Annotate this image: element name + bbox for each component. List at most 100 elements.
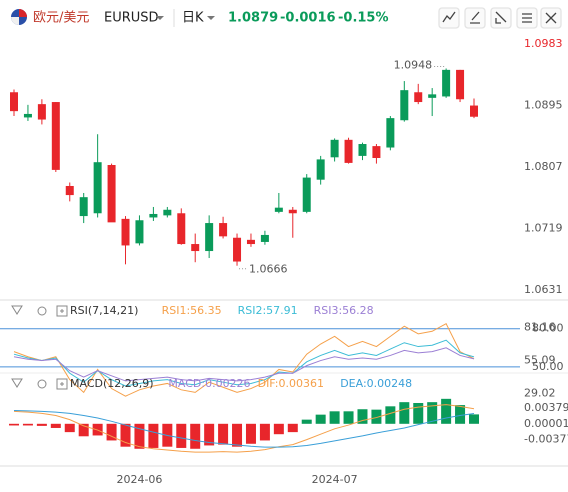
indicator-title: RSI(7,14,21) <box>70 304 138 317</box>
macd-bar <box>22 423 33 426</box>
candle-body <box>233 237 242 262</box>
candle-body <box>121 218 130 246</box>
tool-button[interactable] <box>438 7 460 29</box>
period[interactable]: 日K <box>182 11 204 26</box>
panel-icons[interactable] <box>11 305 68 390</box>
legend-entry: RSI3:56.28 <box>314 304 374 317</box>
y-tick-label: 0.00001 <box>524 417 568 430</box>
y-tick-label: 1.0631 <box>524 283 563 296</box>
candle-body <box>428 94 437 98</box>
macd-bar <box>441 398 452 424</box>
candle-body <box>372 146 381 159</box>
y-tick-label: -0.00377 <box>524 432 568 445</box>
tool-button[interactable] <box>464 7 486 29</box>
candle-body <box>456 69 465 100</box>
candle-body <box>51 102 60 170</box>
candle-body <box>191 244 200 252</box>
candle-body <box>65 185 74 196</box>
macd-bar <box>259 423 270 441</box>
macd-bar <box>455 405 466 424</box>
candle-body <box>205 223 214 252</box>
price: 1.0879 <box>228 11 278 26</box>
candle-body <box>414 92 423 103</box>
dropdown[interactable] <box>156 16 164 20</box>
candle-body <box>386 118 395 148</box>
macd-bar <box>371 409 382 424</box>
candle-body <box>344 139 353 163</box>
min-annotation: 1.0666 <box>249 263 288 276</box>
y-tick-label: 0.00379 <box>524 401 568 414</box>
macd-bar <box>357 409 368 424</box>
y-tick-label: 29.02 <box>524 387 556 400</box>
candle-body <box>177 213 186 245</box>
macd-bar <box>343 411 354 424</box>
legend-entry: DIF:0.00361 <box>258 377 324 390</box>
symbol-code[interactable]: EURUSD <box>104 11 159 26</box>
macd-bar <box>413 402 424 424</box>
macd-bar <box>301 419 312 424</box>
dropdown[interactable] <box>207 16 215 20</box>
rsi-line <box>13 347 475 382</box>
macd-bar <box>50 423 61 428</box>
y-tick-label: 81.16 <box>524 320 556 333</box>
x-tick-label: 2024-06 <box>116 473 162 486</box>
candle-body <box>260 234 269 242</box>
candle-body <box>93 162 102 214</box>
candle-body <box>330 139 339 158</box>
macd-bar <box>329 411 340 424</box>
macd-bar <box>469 414 479 424</box>
candle-body <box>135 220 144 244</box>
macd-bar <box>287 423 298 433</box>
tool-button[interactable] <box>516 7 538 29</box>
candle-body <box>442 69 451 97</box>
flag <box>11 9 27 25</box>
reference-label: 50.00 <box>532 360 564 373</box>
macd-bar <box>427 402 438 424</box>
close-button[interactable] <box>540 7 562 29</box>
candle-body <box>37 104 46 120</box>
rsi-line <box>13 322 475 397</box>
candle-body <box>246 239 255 245</box>
macd-line <box>13 404 475 453</box>
y-tick-label: 1.0807 <box>524 160 563 173</box>
macd-bar <box>9 423 19 426</box>
candle-body <box>10 92 18 112</box>
candle-body <box>302 177 311 212</box>
legend-entry: MACD:0.00226 <box>168 377 250 390</box>
macd-bar <box>385 406 396 424</box>
y-tick-label: 1.0719 <box>524 222 563 235</box>
tool-button[interactable] <box>490 7 512 29</box>
candle-body <box>400 90 409 121</box>
candle-body <box>149 213 158 218</box>
macd-bar <box>190 423 201 449</box>
indicator-title: MACD(12,26,9) <box>70 377 154 390</box>
candle-body <box>316 159 325 180</box>
candle-body <box>23 113 32 118</box>
max-annotation: 1.0948 <box>394 58 433 71</box>
candle-body <box>470 105 478 117</box>
macd-bar <box>78 423 89 437</box>
candle-body <box>288 209 297 214</box>
macd-bar <box>218 423 229 445</box>
macd-bar <box>106 423 117 441</box>
macd-line <box>13 409 475 448</box>
macd-bar <box>232 423 243 447</box>
candle-body <box>274 207 283 212</box>
macd-bar <box>36 423 47 426</box>
candle-body <box>219 223 228 237</box>
symbol-name[interactable]: 欧元/美元 <box>33 11 89 26</box>
change-pct: -0.15% <box>338 11 389 26</box>
macd-bar <box>134 423 145 449</box>
change: -0.0016 <box>280 11 336 26</box>
macd-bar <box>315 414 326 424</box>
legend-entry: RSI1:56.35 <box>162 304 222 317</box>
candle-body <box>358 144 367 156</box>
legend-entry: RSI2:57.91 <box>238 304 298 317</box>
y-tick-label: 1.0983 <box>524 37 563 50</box>
reference-label: 80.00 <box>532 322 564 335</box>
candle-body <box>107 165 116 223</box>
macd-bar <box>204 423 215 446</box>
macd-bar <box>64 423 75 433</box>
